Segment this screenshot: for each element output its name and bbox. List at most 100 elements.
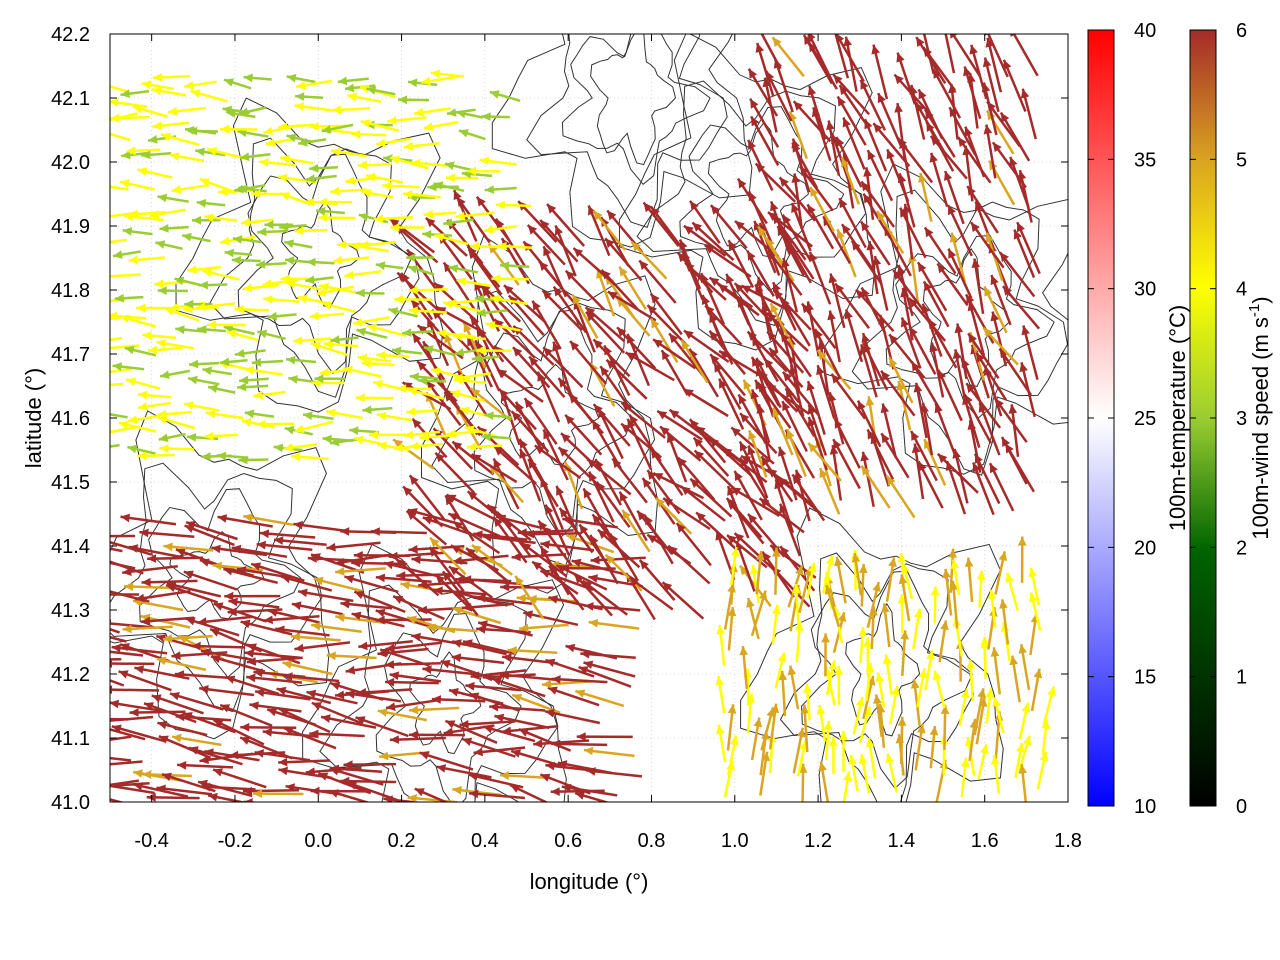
wind-arrow-head: [499, 671, 510, 680]
wind-arrow-head: [470, 316, 480, 327]
wind-arrow: [968, 301, 986, 356]
wind-arrow: [628, 576, 674, 611]
wind-arrow-head: [835, 34, 845, 44]
wind-arrow-head: [539, 261, 549, 271]
wind-arrow-head: [1047, 686, 1056, 697]
wind-arrow: [470, 669, 527, 678]
wind-arrow-head: [329, 764, 340, 774]
wind-arrow: [866, 428, 895, 480]
wind-arrow-head: [436, 764, 447, 773]
wind-arrow-head: [757, 382, 767, 393]
wind-arrow-head: [767, 312, 777, 323]
wind-arrow-head: [952, 349, 962, 359]
wind-arrow: [110, 798, 125, 802]
x-axis: -0.4 -0.2 0.0 0.2 0.4 0.6 0.8 1.0 1.2 1.4 1.6 1.8: [134, 34, 1082, 852]
wind-arrow-head: [657, 410, 668, 420]
wind-arrow-head: [141, 577, 151, 587]
wind-arrow-head: [650, 293, 660, 304]
wind-arrow-head: [995, 398, 1004, 409]
wind-arrow: [455, 577, 512, 583]
wind-arrow-head: [967, 186, 976, 196]
wind-arrow-head: [619, 266, 628, 277]
contour-line: [526, 34, 728, 229]
wind-arrow-head: [748, 430, 757, 441]
wind-arrow-head: [863, 637, 873, 647]
wind-arrow: [546, 203, 586, 247]
wind-arrow-head: [925, 109, 934, 120]
wind-arrow-head: [361, 188, 372, 198]
wind-arrow-head: [450, 545, 461, 554]
wind-arrow-head: [851, 553, 861, 563]
wind-arrow: [174, 672, 230, 680]
wind-arrow-head: [322, 434, 332, 444]
wind-arrow-head: [768, 212, 778, 221]
wind-arrow-head: [161, 132, 171, 142]
wind-arrow-head: [444, 392, 454, 402]
wind-arrow: [829, 273, 846, 329]
wind-arrow: [963, 66, 982, 120]
wind-arrow-head: [677, 252, 687, 263]
wind-arrow: [886, 148, 910, 202]
wind-arrow-head: [376, 351, 386, 360]
wind-arrow: [998, 251, 1036, 298]
wind-arrow: [443, 391, 482, 437]
wind-arrow-head: [833, 74, 843, 85]
wind-arrow-head: [766, 71, 775, 81]
wind-arrow-head: [727, 607, 737, 617]
wind-arrow-head: [91, 761, 100, 770]
wind-arrow-head: [740, 565, 749, 576]
wind-arrow: [169, 692, 224, 711]
wind-arrow-head: [966, 659, 976, 669]
wind-arrow-head: [133, 769, 143, 778]
wind-arrow-head: [111, 724, 122, 733]
wind-arrow: [283, 726, 337, 750]
wind-arrow: [589, 534, 619, 585]
wind-arrow-head: [451, 653, 462, 663]
wind-arrow: [246, 675, 303, 684]
wind-arrow-head: [148, 345, 158, 355]
wind-arrow-head: [195, 147, 205, 157]
wind-arrow-head: [398, 95, 408, 105]
wind-arrow-head: [309, 729, 319, 739]
wind-arrow-head: [305, 275, 315, 285]
wind-arrow: [111, 725, 167, 743]
wind-arrow-head: [243, 513, 253, 522]
wind-arrow-head: [987, 101, 996, 112]
wind-arrow-head: [590, 535, 599, 545]
wind-arrow-head: [344, 270, 354, 280]
wind-arrow-head: [449, 688, 459, 697]
wind-arrow: [110, 382, 124, 387]
wind-arrow-head: [383, 154, 393, 163]
wind-arrow-head: [447, 298, 457, 308]
wind-arrow: [812, 107, 832, 162]
wind-arrow-head: [316, 206, 326, 216]
wind-arrow: [844, 309, 864, 363]
wind-arrow: [573, 299, 596, 353]
wind-arrow-head: [969, 44, 978, 55]
wind-arrow-head: [251, 358, 262, 367]
wind-arrow-head: [578, 666, 589, 675]
wind-arrow-head: [369, 430, 379, 440]
wind-arrow-head: [222, 105, 233, 115]
wind-arrow: [147, 556, 204, 560]
wind-arrow-head: [981, 82, 991, 93]
wind-arrow: [924, 109, 956, 158]
wind-arrow: [183, 570, 238, 591]
wind-arrow: [695, 511, 739, 552]
wind-arrow-head: [393, 439, 403, 449]
wind-arrow-head: [858, 627, 867, 637]
wind-arrow: [534, 444, 582, 480]
wind-arrow: [703, 244, 752, 278]
y-tick-label: 41.7: [51, 344, 90, 366]
wind-arrow-head: [1016, 743, 1025, 753]
wind-arrow-head: [421, 76, 431, 86]
wind-arrow-head: [169, 302, 180, 312]
wind-arrow: [642, 201, 680, 247]
wind-arrow-head: [297, 294, 308, 304]
wind-arrow-head: [470, 388, 481, 398]
wind-arrow-head: [683, 225, 694, 235]
wind-arrow: [930, 342, 945, 398]
wind-arrow-head: [600, 366, 610, 377]
wind-arrow: [908, 326, 937, 375]
wind-arrow-head: [156, 656, 167, 666]
